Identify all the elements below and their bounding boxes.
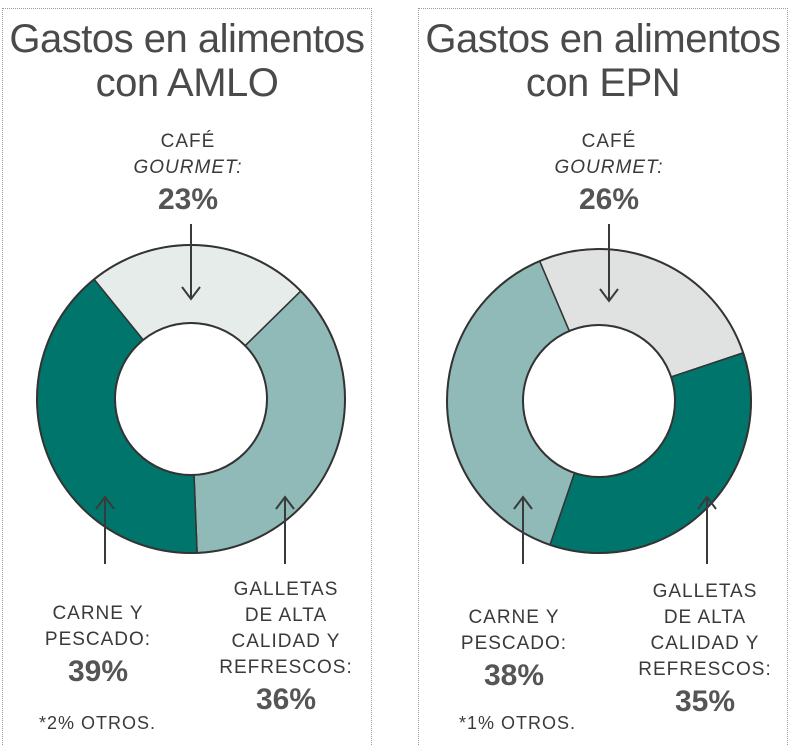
label-galletas-line3: CALIDAD Y: [650, 633, 760, 654]
label-galletas-line3: CALIDAD Y: [231, 631, 341, 652]
percent-galletas: 35%: [674, 685, 736, 718]
chart-title-line2: con EPN: [525, 61, 681, 105]
donut-chart: [36, 224, 346, 564]
donut-chart: [446, 224, 752, 564]
label-cafe-line2: GOURMET:: [554, 157, 664, 178]
label-carne-line2: PESCADO:: [44, 629, 152, 650]
percent-carne-pescado: 38%: [483, 659, 545, 692]
label-galletas-line2: DE ALTA: [244, 605, 328, 626]
chart-title: Gastos en alimentos con EPN: [419, 17, 787, 105]
label-galletas: GALLETAS DE ALTA CALIDAD Y REFRESCOS: 36…: [203, 577, 369, 719]
label-galletas: GALLETAS DE ALTA CALIDAD Y REFRESCOS: 35…: [623, 579, 787, 721]
label-cafe-line1: CAFÉ: [581, 131, 637, 152]
label-carne-line1: CARNE Y: [468, 607, 560, 628]
chart-panel-epn: Gastos en alimentos con EPN CAFÉ GOURMET…: [418, 8, 788, 745]
label-galletas-line4: REFRESCOS:: [219, 657, 353, 678]
percent-galletas: 36%: [255, 683, 317, 716]
label-cafe-gourmet: CAFÉ GOURMET: 23%: [113, 129, 263, 219]
footnote-otros: *1% OTROS.: [459, 713, 577, 733]
label-carne-pescado: CARNE Y PESCADO: 38%: [439, 605, 589, 695]
label-carne-line2: PESCADO:: [460, 633, 568, 654]
footnote-otros: *2% OTROS.: [39, 713, 157, 733]
percent-carne-pescado: 39%: [67, 655, 129, 688]
chart-title-line1: Gastos en alimentos: [425, 17, 781, 61]
arrow-up-icon: [513, 495, 533, 564]
arrow-down-icon: [599, 224, 619, 303]
arrow-down-icon: [181, 224, 201, 301]
arrow-up-icon: [697, 495, 717, 564]
label-cafe-line1: CAFÉ: [160, 131, 216, 152]
label-galletas-line1: GALLETAS: [233, 579, 339, 600]
label-carne-line1: CARNE Y: [52, 603, 144, 624]
label-carne-pescado: CARNE Y PESCADO: 39%: [23, 601, 173, 691]
label-galletas-line1: GALLETAS: [652, 581, 758, 602]
label-galletas-line4: REFRESCOS:: [638, 659, 772, 680]
percent-cafe-gourmet: 26%: [578, 183, 640, 216]
arrow-up-icon: [275, 495, 295, 564]
chart-title-line1: Gastos en alimentos: [9, 17, 365, 61]
donut-hole: [522, 324, 676, 478]
chart-panel-amlo: Gastos en alimentos con AMLO CAFÉ GOURME…: [2, 8, 372, 745]
arrow-up-icon: [95, 495, 115, 564]
label-cafe-line2: GOURMET:: [133, 157, 243, 178]
label-cafe-gourmet: CAFÉ GOURMET: 26%: [529, 129, 689, 219]
label-galletas-line2: DE ALTA: [663, 607, 747, 628]
chart-title-line2: con AMLO: [95, 61, 279, 105]
chart-title: Gastos en alimentos con AMLO: [3, 17, 371, 105]
donut-hole: [114, 322, 268, 476]
donut-outer-ring: [446, 248, 752, 554]
percent-cafe-gourmet: 23%: [157, 183, 219, 216]
